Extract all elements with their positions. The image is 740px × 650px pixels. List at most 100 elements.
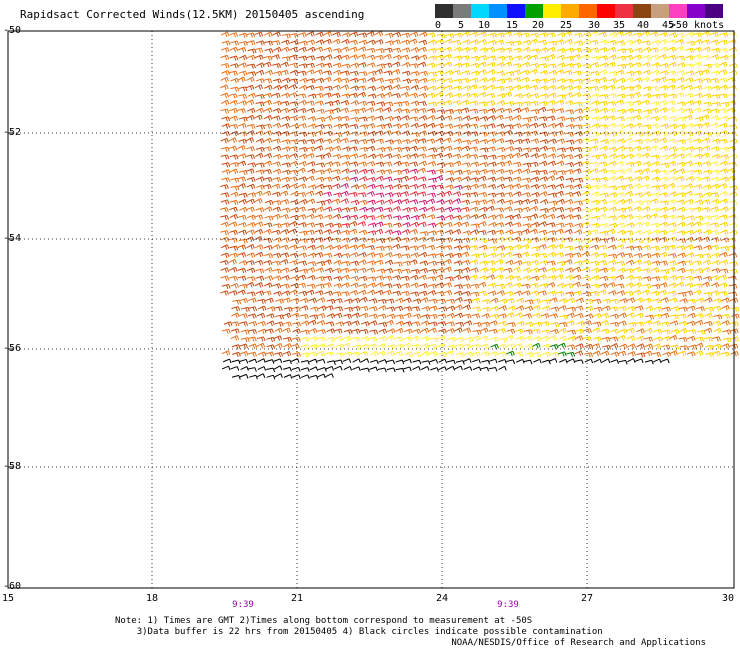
wind-barb [426,32,436,38]
wind-barb [332,145,342,152]
wind-barb [290,207,299,213]
wind-barb [427,78,437,84]
wind-barb [642,55,652,61]
wind-barb [239,373,249,379]
wind-barb [255,207,265,213]
wind-barb [634,200,644,206]
wind-barb [385,335,395,341]
wind-barb [351,336,361,342]
wind-barb [391,93,401,99]
wind-barb [632,146,642,152]
wind-barb [349,31,359,38]
wind-barb [615,283,625,289]
wind-barb [419,123,428,129]
legend-swatch [489,4,507,18]
wind-barb [341,282,350,289]
wind-barb [291,312,300,319]
wind-barb [461,199,471,205]
wind-barb [445,170,455,176]
wind-barb [564,283,574,289]
wind-barb [486,84,496,91]
wind-barb [481,321,491,327]
wind-barb [495,168,505,175]
wind-barb [624,190,634,197]
wind-barb [298,32,307,38]
wind-barb [401,282,410,289]
wind-barb [340,190,349,197]
wind-barb [641,99,650,106]
wind-barb [598,199,608,205]
wind-barb [360,321,370,327]
wind-barb [386,328,396,334]
wind-barb [659,46,669,53]
wind-barb [685,70,695,76]
wind-barb [615,69,625,76]
wind-barb [272,191,281,197]
wind-barb [314,252,324,258]
wind-barb [239,321,249,327]
wind-barb [316,108,325,115]
wind-barb [298,131,308,137]
wind-barb [728,268,738,274]
wind-barb [255,176,265,182]
wind-barb [265,351,275,357]
wind-barb [357,220,366,227]
wind-barb [556,198,565,205]
wind-barb [668,61,677,68]
wind-barb [581,221,591,227]
wind-barb [521,61,531,68]
wind-barb [503,176,513,182]
wind-barb [229,245,239,251]
wind-barb [590,85,599,92]
wind-barb [591,116,601,122]
wind-barb [228,145,238,152]
wind-barb [728,161,737,168]
wind-barb [617,334,626,341]
wind-barb [462,304,471,311]
wind-barb [539,176,548,182]
wind-barb [281,46,290,53]
wind-barb [367,76,376,83]
wind-barb [479,77,488,83]
wind-barb [263,99,272,106]
wind-barb [274,327,283,334]
wind-barb [443,282,453,288]
wind-barb [486,199,496,205]
wind-barb [392,283,402,289]
wind-barb [255,93,265,100]
wind-barb [538,39,548,46]
wind-barb [547,84,557,91]
wind-barb [316,313,326,319]
wind-barb [443,61,453,68]
wind-barb [324,214,333,220]
wind-barb [246,291,256,297]
wind-barb [686,320,696,327]
wind-barb [642,245,651,251]
wind-barb [367,153,377,160]
wind-barb [238,131,248,137]
wind-barb [478,213,487,220]
wind-barb [548,358,558,363]
wind-barb [315,31,324,38]
wind-barb [556,138,566,144]
wind-barb [617,214,626,220]
wind-barb [443,245,453,251]
wind-barb [616,138,626,144]
wind-barb [719,39,728,45]
wind-barb [633,139,643,145]
wind-barb [575,343,584,349]
wind-barb [229,107,238,114]
wind-barb [659,214,668,220]
wind-barb [539,145,548,152]
wind-barb [558,322,568,328]
wind-barb [239,343,249,349]
wind-barb [401,138,411,145]
wind-barb [659,145,669,152]
wind-barb [228,221,238,228]
wind-barb [572,252,582,258]
wind-barb [599,69,608,75]
wind-barb [308,319,317,326]
wind-barb [272,206,282,213]
wind-barb [248,329,258,335]
wind-barb [567,306,577,312]
